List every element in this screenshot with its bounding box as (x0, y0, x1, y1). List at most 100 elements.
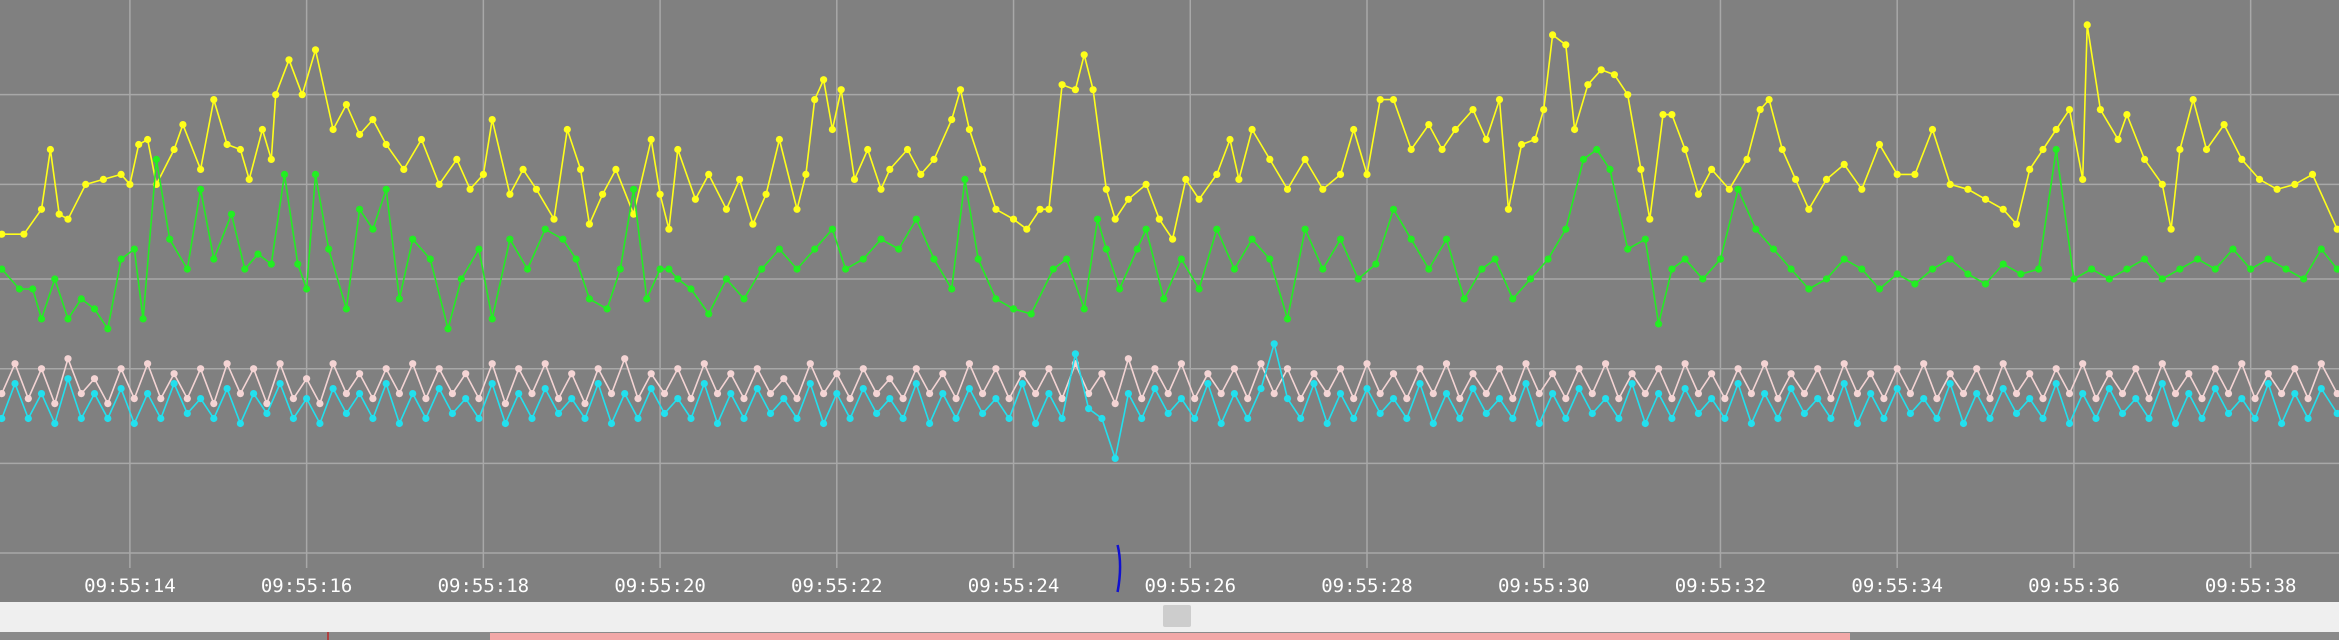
series-3-point-132 (1747, 419, 1755, 428)
series-0-point-78 (1023, 225, 1031, 233)
series-2-point-64 (846, 395, 854, 403)
series-1-point-50 (687, 285, 695, 293)
series-3-point-143 (1893, 385, 1901, 393)
series-0-point-113 (1504, 205, 1512, 213)
series-3-point-94 (1244, 414, 1252, 423)
series-1-point-114 (1752, 225, 1760, 233)
series-3-point-166 (2198, 414, 2206, 423)
series-2-point-108 (1429, 390, 1437, 398)
series-3-point-80 (1058, 414, 1066, 423)
series-3-point-99 (1310, 380, 1318, 388)
series-3-point-130 (1721, 414, 1729, 423)
series-0-point-11 (144, 135, 152, 144)
series-0-point-91 (1182, 175, 1190, 183)
series-3-point-89 (1177, 395, 1185, 403)
series-0-point-146 (1964, 185, 1972, 193)
series-0-point-139 (1840, 160, 1848, 168)
series-2-point-49 (647, 370, 655, 378)
series-3-point-79 (1045, 390, 1053, 398)
series-3-point-16 (210, 414, 218, 423)
series-2-point-117 (1549, 370, 1557, 378)
series-1-point-70 (1027, 310, 1035, 318)
series-1-point-97 (1478, 265, 1486, 273)
scrollbar-thumb[interactable] (1163, 605, 1191, 627)
x-tick-label-2: 09:55:18 (438, 575, 530, 597)
series-3-point-97 (1283, 395, 1292, 403)
range-marker (327, 632, 329, 640)
series-3-point-100 (1323, 419, 1331, 428)
series-2-point-145 (1920, 360, 1928, 368)
series-0-point-96 (1248, 125, 1256, 134)
series-1-point-140 (2211, 265, 2219, 273)
series-2-point-7 (90, 375, 99, 383)
series-1-point-108 (1655, 320, 1663, 328)
series-2-point-13 (170, 370, 178, 378)
series-3-point-102 (1350, 414, 1358, 423)
x-tick-label-11: 09:55:36 (2028, 575, 2120, 597)
series-3-point-65 (859, 385, 867, 393)
series-0-point-51 (674, 145, 682, 154)
series-2-point-102 (1350, 395, 1358, 403)
series-2-point-28 (369, 395, 377, 403)
series-1-point-106 (1624, 245, 1632, 253)
series-3-point-10 (130, 419, 138, 428)
series-3-point-168 (2224, 409, 2233, 418)
series-0-point-93 (1213, 170, 1221, 178)
series-0-point-137 (1805, 205, 1813, 213)
series-3-point-126 (1668, 414, 1676, 423)
series-2-point-96 (1270, 390, 1278, 398)
series-0-point-8 (117, 170, 125, 178)
series-2-point-143 (1893, 365, 1901, 373)
series-0-point-110 (1469, 106, 1477, 114)
series-3-point-32 (422, 414, 430, 423)
series-2-point-165 (2185, 370, 2193, 378)
series-1-point-4 (51, 275, 59, 283)
series-1-point-53 (740, 295, 748, 303)
series-0-point-27 (342, 101, 350, 109)
series-2-point-12 (157, 395, 165, 403)
series-0-point-155 (2083, 21, 2091, 29)
series-3-point-127 (1681, 385, 1689, 393)
series-0-point-108 (1438, 145, 1446, 154)
series-3-point-138 (1827, 414, 1835, 423)
series-2-point-50 (660, 390, 669, 398)
series-2-point-118 (1562, 395, 1570, 403)
series-3-point-145 (1920, 395, 1928, 403)
series-2-point-57 (753, 365, 761, 373)
series-2-point-126 (1668, 395, 1676, 403)
series-1-point-49 (674, 275, 682, 283)
series-3-point-128 (1694, 409, 1702, 418)
series-1-point-101 (1544, 255, 1552, 263)
series-0-point-150 (2026, 165, 2034, 173)
series-3-point-175 (2317, 385, 2325, 393)
series-0-point-60 (802, 170, 810, 178)
series-0-point-166 (2238, 155, 2246, 163)
series-1-point-124 (1928, 265, 1937, 273)
series-2-point-88 (1164, 390, 1172, 398)
series-3-point-163 (2158, 380, 2166, 388)
series-1-point-113 (1734, 185, 1742, 193)
series-0-point-36 (479, 170, 487, 178)
series-0-point-169 (2291, 180, 2299, 188)
series-2-point-159 (2105, 370, 2113, 378)
series-0-point-55 (736, 175, 744, 183)
series-0-point-17 (223, 140, 231, 149)
series-3-point-35 (462, 395, 470, 403)
series-1-point-90 (1354, 275, 1362, 283)
series-1-point-85 (1266, 255, 1274, 263)
series-2-point-68 (899, 395, 907, 403)
series-3-point-43 (568, 395, 576, 403)
series-3-point-15 (197, 395, 205, 403)
series-1-point-48 (665, 265, 673, 273)
series-0-point-62 (820, 76, 828, 84)
series-3-point-62 (820, 419, 828, 428)
series-0-point-0 (0, 230, 6, 238)
series-1-point-38 (523, 265, 532, 273)
series-2-point-14 (183, 395, 191, 403)
series-2-point-62 (820, 390, 828, 398)
series-2-point-153 (2026, 370, 2034, 378)
series-3-point-135 (1787, 385, 1795, 393)
series-2-point-3 (37, 365, 46, 373)
range-selection[interactable] (490, 633, 1850, 640)
series-0-point-65 (850, 175, 859, 183)
